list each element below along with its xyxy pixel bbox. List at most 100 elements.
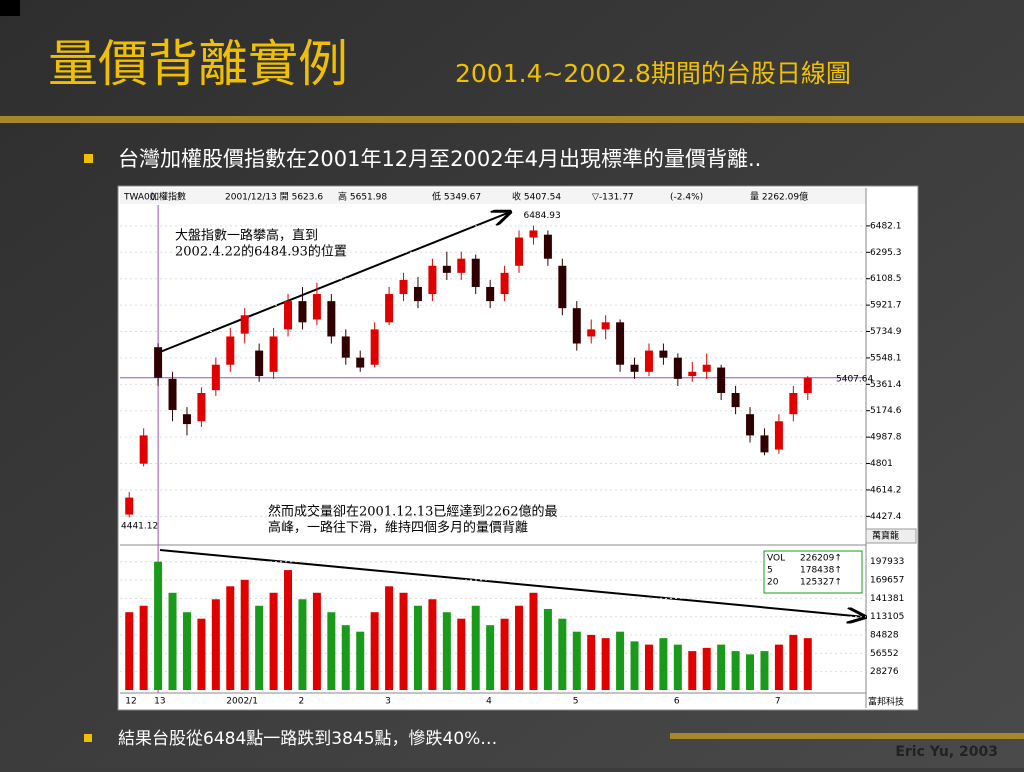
y-tick-label: 6108.5	[870, 274, 902, 284]
volume-bar	[240, 579, 249, 690]
x-tick-label: 2002/1	[226, 697, 258, 707]
footer: Eric Yu, 2003	[895, 744, 998, 760]
candle-body	[543, 234, 552, 259]
candle-body	[327, 301, 336, 337]
candle-body	[616, 322, 625, 365]
volume-bar	[659, 638, 668, 690]
volume-bar	[572, 631, 581, 690]
candle-body	[269, 336, 278, 372]
bullet: 結果台股從6484點一路跌到3845點，慘跌40%…	[118, 729, 497, 749]
candle-body	[789, 392, 798, 415]
candle-body	[154, 347, 163, 378]
volume-bar	[673, 644, 682, 690]
button[interactable]	[865, 528, 917, 544]
y-tick-label: 5921.7	[870, 301, 902, 311]
x-tick-label: 12	[125, 697, 136, 707]
candle-body	[428, 265, 437, 295]
header-text: (-2.4%)	[670, 193, 703, 203]
volume-bar	[688, 651, 697, 690]
candle-body	[673, 357, 682, 379]
header-text: 低 5349.67	[432, 191, 481, 203]
subtitle: 2001.4~2002.8期間的台股日線圖	[455, 59, 851, 88]
candle-body	[587, 329, 596, 337]
volume-bar	[197, 618, 206, 690]
corner	[0, 0, 20, 16]
volume-bar	[558, 618, 567, 690]
annotation: 然而成交量卻在2001.12.13已經達到2262億的最	[268, 504, 558, 520]
y-tick-label: 5174.6	[870, 406, 902, 416]
candle-body	[457, 258, 466, 273]
candle-body	[284, 301, 293, 330]
y-tick-label: 6295.3	[870, 248, 902, 258]
volume-bar	[789, 634, 798, 690]
volume-bar	[139, 605, 148, 690]
candle-body	[370, 329, 379, 365]
legend-text: 178438↑	[800, 566, 842, 576]
header-text: 量 2262.09億	[750, 191, 808, 203]
x-tick-label: 6	[674, 697, 680, 707]
title: 量價背離實例	[48, 35, 348, 93]
volume-bar	[327, 612, 336, 690]
volume-bar	[644, 644, 653, 690]
volume-bar	[226, 586, 235, 690]
trend-arrow	[159, 549, 865, 617]
y-tick-label: 4614.2	[870, 485, 902, 495]
y-tick-label: 5734.9	[870, 327, 902, 337]
candle-body	[644, 350, 653, 372]
volume-bar	[211, 599, 220, 690]
candle-body	[688, 371, 697, 377]
candle-body	[125, 497, 134, 515]
candle-body	[312, 294, 321, 320]
y-tick-label: 5361.4	[870, 380, 902, 390]
volume-bar	[746, 654, 755, 690]
header-text: ▽-131.77	[592, 193, 634, 203]
volume-bar	[717, 644, 726, 690]
y-tick-label: 84828	[870, 631, 899, 641]
volume-bar	[630, 641, 639, 690]
volume-bar	[471, 605, 480, 690]
candle-body	[659, 350, 668, 358]
candle-body	[255, 350, 264, 377]
candle-body	[240, 315, 249, 334]
y-tick-label: 4801	[870, 459, 893, 469]
y-tick-label: 113105	[870, 612, 904, 622]
volume-bar	[616, 631, 625, 690]
volume-bar	[601, 638, 610, 690]
volume-bar	[413, 605, 422, 690]
y-tick-label: 56552	[870, 649, 899, 659]
volume-bar	[442, 612, 451, 690]
candle-body	[558, 265, 567, 309]
header-text: TWA00	[123, 193, 156, 203]
y-tick-label: 5548.1	[870, 353, 902, 363]
legend-text: 125327↑	[800, 578, 842, 588]
volume-bar	[529, 592, 538, 690]
button-label: 萬寶龍	[872, 530, 899, 542]
volume-bar	[500, 618, 509, 690]
candle-body	[702, 364, 711, 372]
x-tick-label: 2	[298, 697, 304, 707]
y-tick-label: 6482.1	[870, 221, 902, 231]
volume-bar	[182, 612, 191, 690]
volume-bar	[702, 647, 711, 690]
candle-body	[572, 308, 581, 344]
volume-bar	[298, 599, 307, 690]
volume-bar	[428, 599, 437, 690]
volume-bar	[385, 586, 394, 690]
volume-bar	[356, 631, 365, 690]
low-label: 4441.12	[121, 522, 158, 532]
legend-text: VOL	[767, 554, 785, 564]
bullet-icon	[84, 154, 93, 163]
candle-body	[803, 377, 812, 393]
candle-body	[211, 364, 220, 391]
candle-body	[717, 367, 726, 393]
candle-body	[486, 286, 495, 302]
volume-bar	[399, 592, 408, 690]
header-text: 收 5407.54	[512, 191, 561, 203]
volume-bar	[731, 651, 740, 690]
x-tick-label: 4	[486, 697, 492, 707]
candle-body	[731, 392, 740, 408]
y-tick-label: 28276	[870, 667, 899, 677]
bullet: 台灣加權股價指數在2001年12月至2002年4月出現標準的量價背離..	[118, 147, 761, 171]
legend-text: 5	[767, 566, 773, 576]
volume-bar	[803, 638, 812, 690]
